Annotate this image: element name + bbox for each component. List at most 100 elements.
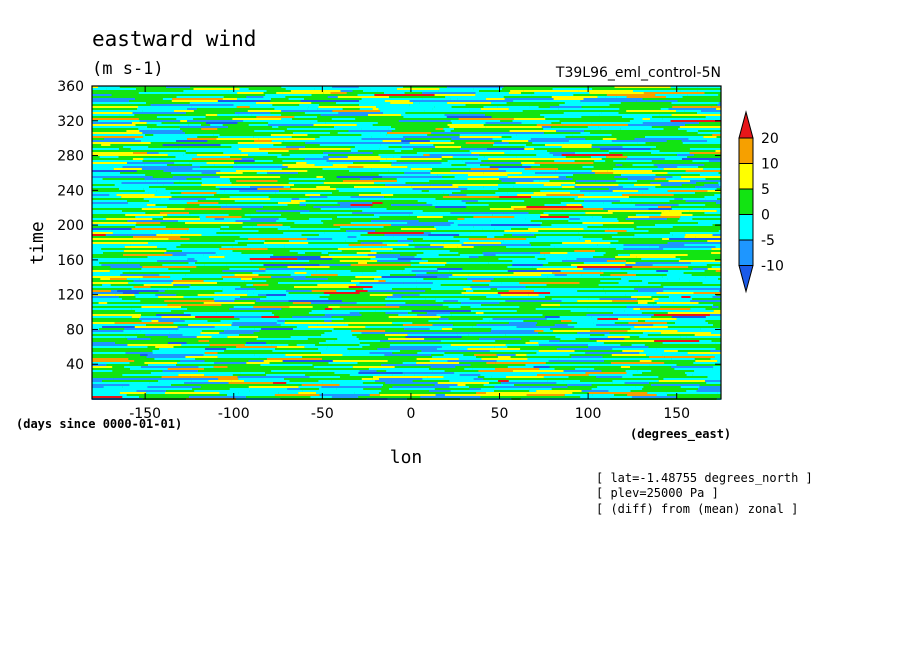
field-cell	[473, 246, 507, 248]
field-cell	[437, 270, 450, 272]
field-cell	[371, 160, 380, 162]
field-cell	[706, 250, 721, 252]
field-cell	[253, 158, 305, 160]
field-cell	[167, 336, 197, 338]
field-cell	[652, 250, 707, 252]
field-cell	[519, 350, 539, 352]
field-cell	[253, 136, 292, 138]
field-cell	[574, 250, 596, 252]
field-cell	[465, 104, 510, 106]
field-cell	[535, 308, 588, 310]
field-cell	[217, 102, 256, 104]
field-cell	[611, 354, 646, 356]
field-cell	[320, 114, 368, 116]
field-cell	[330, 92, 347, 94]
field-cell	[254, 130, 285, 132]
field-cell	[374, 358, 417, 360]
field-cell	[232, 358, 267, 360]
field-cell	[145, 134, 154, 136]
field-cell	[385, 280, 417, 282]
field-cell	[667, 242, 721, 244]
field-cell	[177, 114, 206, 116]
field-cell	[422, 378, 474, 380]
field-cell	[481, 160, 509, 162]
field-cell	[411, 310, 471, 312]
field-cell	[92, 384, 130, 386]
field-cell	[491, 116, 545, 118]
field-cell	[178, 328, 228, 330]
field-cell	[557, 286, 577, 288]
field-cell	[369, 394, 380, 396]
field-cell	[617, 218, 626, 220]
field-cell	[715, 150, 721, 152]
field-cell	[189, 286, 241, 288]
field-cell	[465, 384, 484, 386]
field-cell	[433, 144, 494, 146]
field-cell	[542, 222, 561, 224]
field-cell	[493, 144, 527, 146]
field-cell	[319, 264, 351, 266]
field-cell	[389, 346, 442, 348]
field-cell	[422, 98, 451, 100]
field-cell	[92, 190, 145, 192]
field-cell	[166, 248, 220, 250]
field-cell	[122, 166, 178, 168]
field-cell	[179, 298, 214, 300]
field-cell	[411, 186, 459, 188]
field-cell	[92, 192, 134, 194]
field-cell	[665, 294, 717, 296]
field-cell	[307, 108, 318, 110]
field-cell	[591, 170, 608, 172]
field-cell	[508, 142, 533, 144]
field-cell	[124, 328, 179, 330]
field-cell	[620, 102, 672, 104]
field-cell	[530, 166, 583, 168]
field-cell	[92, 360, 135, 362]
field-cell	[550, 328, 575, 330]
field-cell	[290, 336, 321, 338]
field-cell	[647, 302, 657, 304]
field-cell	[516, 86, 574, 88]
field-cell	[101, 248, 126, 250]
field-cell	[450, 312, 476, 314]
field-cell	[134, 114, 167, 116]
field-cell	[250, 218, 279, 220]
field-cell	[92, 126, 148, 128]
field-cell	[639, 360, 652, 362]
field-cell	[145, 334, 183, 336]
field-cell	[383, 112, 406, 114]
y-tick-label: 160	[57, 253, 84, 269]
field-cell	[292, 302, 311, 304]
field-cell	[677, 154, 695, 156]
field-cell	[142, 266, 197, 268]
field-cell	[609, 174, 621, 176]
field-cell	[185, 222, 243, 224]
field-cell	[249, 106, 309, 108]
field-cell	[305, 142, 363, 144]
field-cell	[331, 118, 356, 120]
field-cell	[615, 164, 623, 166]
field-cell	[681, 140, 707, 142]
field-cell	[698, 222, 721, 224]
field-cell	[554, 246, 610, 248]
field-cell	[248, 386, 299, 388]
field-cell	[571, 150, 609, 152]
field-cell	[461, 336, 495, 338]
field-cell	[616, 138, 635, 140]
field-cell	[545, 144, 592, 146]
field-cell	[677, 330, 721, 332]
field-cell	[653, 304, 714, 306]
field-cell	[321, 220, 371, 222]
field-cell	[309, 210, 363, 212]
field-cell	[221, 246, 233, 248]
field-cell	[328, 158, 387, 160]
field-cell	[614, 394, 628, 396]
field-cell	[576, 258, 616, 260]
field-cell	[269, 362, 329, 364]
field-cell	[398, 120, 451, 122]
field-cell	[667, 394, 710, 396]
field-cell	[560, 202, 604, 204]
field-cell	[418, 220, 449, 222]
field-cell	[645, 142, 683, 144]
field-cell	[125, 248, 167, 250]
